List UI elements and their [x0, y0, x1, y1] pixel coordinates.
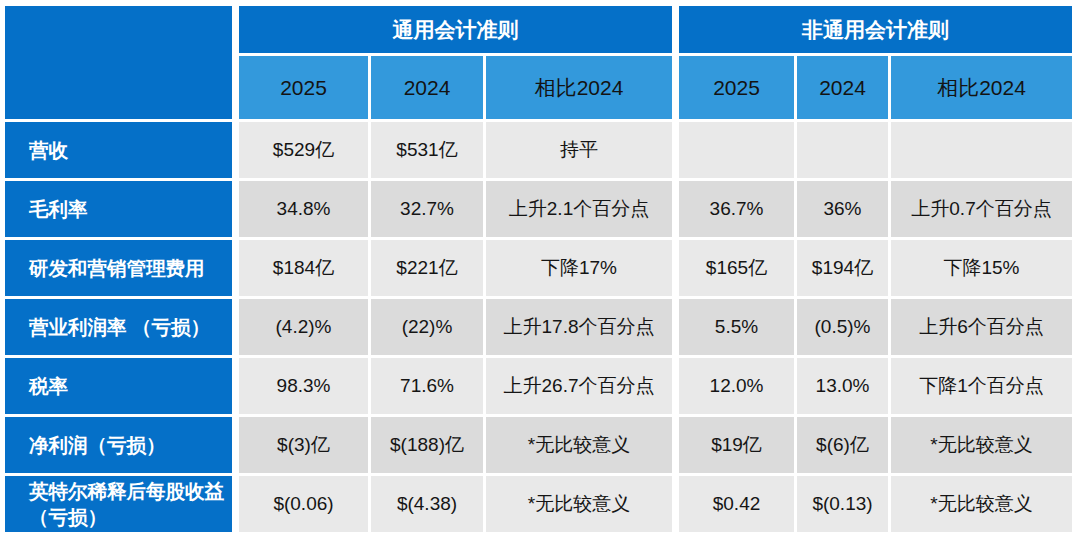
cell-net-income-non-gaap-2025: $19亿 [675, 417, 794, 473]
cell-net-income-non-gaap-vs-2024: *无比较意义 [891, 417, 1072, 473]
cell-gross-margin-non-gaap-2025: 36.7% [675, 181, 794, 237]
cell-rd-mga-gaap-2025: $184亿 [235, 240, 368, 296]
cell-diluted-eps-gaap-2024: $(4.38) [371, 476, 483, 532]
cell-tax-rate-gaap-2025: 98.3% [235, 358, 368, 414]
cell-diluted-eps-gaap-vs-2024: *无比较意义 [486, 476, 672, 532]
cell-gross-margin-gaap-2025: 34.8% [235, 181, 368, 237]
cell-net-income-gaap-vs-2024: *无比较意义 [486, 417, 672, 473]
cell-revenue-non-gaap-vs-2024 [891, 122, 1072, 178]
cell-rd-mga-non-gaap-2024: $194亿 [797, 240, 888, 296]
cell-tax-rate-gaap-vs-2024: 上升26.7个百分点 [486, 358, 672, 414]
column-header-non-gaap-2025: 2025 [675, 56, 794, 119]
table-corner-spacer [5, 6, 232, 119]
cell-rd-mga-gaap-vs-2024: 下降17% [486, 240, 672, 296]
cell-rd-mga-non-gaap-2025: $165亿 [675, 240, 794, 296]
column-header-gaap-2025: 2025 [235, 56, 368, 119]
row-label-revenue: 营收 [5, 122, 232, 178]
cell-gross-margin-gaap-vs-2024: 上升2.1个百分点 [486, 181, 672, 237]
cell-revenue-gaap-vs-2024: 持平 [486, 122, 672, 178]
cell-diluted-eps-non-gaap-2024: $(0.13) [797, 476, 888, 532]
column-group-header-gaap: 通用会计准则 [235, 6, 672, 53]
column-header-non-gaap-2024: 2024 [797, 56, 888, 119]
cell-tax-rate-non-gaap-2025: 12.0% [675, 358, 794, 414]
cell-operating-margin-gaap-vs-2024: 上升17.8个百分点 [486, 299, 672, 355]
cell-revenue-gaap-2025: $529亿 [235, 122, 368, 178]
column-group-header-non-gaap: 非通用会计准则 [675, 6, 1072, 53]
cell-operating-margin-gaap-2024: (22)% [371, 299, 483, 355]
financial-results-table-page: 通用会计准则 非通用会计准则 2025 2024 相比2024 2025 202… [0, 0, 1080, 537]
row-label-diluted-eps: 英特尔稀释后每股收益（亏损） [5, 476, 232, 532]
row-label-net-income: 净利润（亏损） [5, 417, 232, 473]
row-label-tax-rate: 税率 [5, 358, 232, 414]
row-label-gross-margin: 毛利率 [5, 181, 232, 237]
cell-net-income-non-gaap-2024: $(6)亿 [797, 417, 888, 473]
cell-revenue-gaap-2024: $531亿 [371, 122, 483, 178]
cell-diluted-eps-gaap-2025: $(0.06) [235, 476, 368, 532]
cell-revenue-non-gaap-2025 [675, 122, 794, 178]
cell-operating-margin-non-gaap-vs-2024: 上升6个百分点 [891, 299, 1072, 355]
cell-net-income-gaap-2024: $(188)亿 [371, 417, 483, 473]
cell-operating-margin-non-gaap-2025: 5.5% [675, 299, 794, 355]
cell-operating-margin-non-gaap-2024: (0.5)% [797, 299, 888, 355]
cell-operating-margin-gaap-2025: (4.2)% [235, 299, 368, 355]
cell-gross-margin-gaap-2024: 32.7% [371, 181, 483, 237]
column-header-gaap-2024: 2024 [371, 56, 483, 119]
row-label-rd-mga-expenses: 研发和营销管理费用 [5, 240, 232, 296]
cell-revenue-non-gaap-2024 [797, 122, 888, 178]
cell-tax-rate-non-gaap-2024: 13.0% [797, 358, 888, 414]
cell-diluted-eps-non-gaap-vs-2024: *无比较意义 [891, 476, 1072, 532]
cell-rd-mga-non-gaap-vs-2024: 下降15% [891, 240, 1072, 296]
cell-net-income-gaap-2025: $(3)亿 [235, 417, 368, 473]
row-label-operating-margin: 营业利润率 （亏损） [5, 299, 232, 355]
cell-rd-mga-gaap-2024: $221亿 [371, 240, 483, 296]
column-header-non-gaap-vs-2024: 相比2024 [891, 56, 1072, 119]
cell-tax-rate-gaap-2024: 71.6% [371, 358, 483, 414]
cell-tax-rate-non-gaap-vs-2024: 下降1个百分点 [891, 358, 1072, 414]
financial-results-table: 通用会计准则 非通用会计准则 2025 2024 相比2024 2025 202… [5, 6, 1072, 532]
column-header-gaap-vs-2024: 相比2024 [486, 56, 672, 119]
cell-gross-margin-non-gaap-vs-2024: 上升0.7个百分点 [891, 181, 1072, 237]
cell-gross-margin-non-gaap-2024: 36% [797, 181, 888, 237]
cell-diluted-eps-non-gaap-2025: $0.42 [675, 476, 794, 532]
